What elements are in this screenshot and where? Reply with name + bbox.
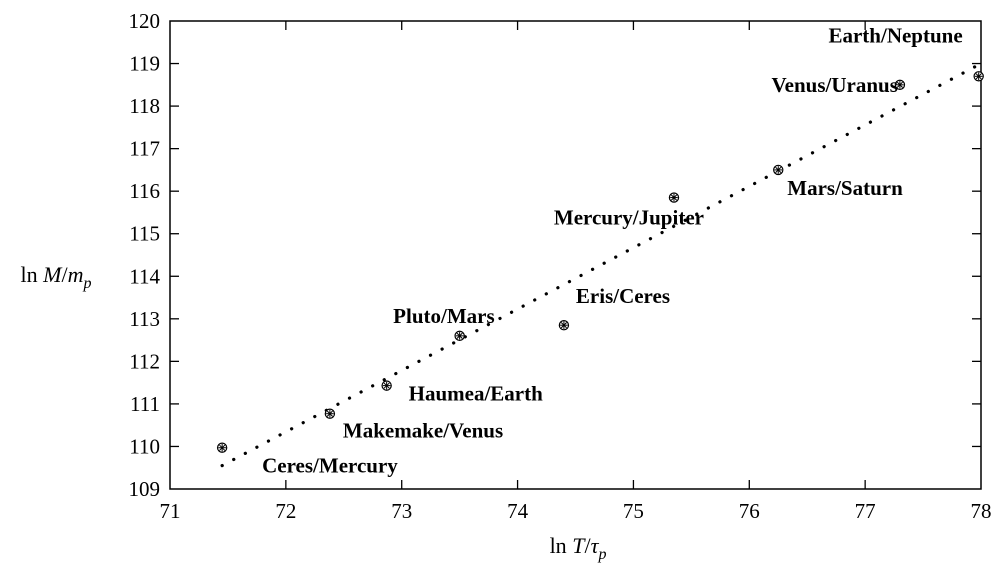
fit-line-path — [220, 61, 983, 468]
data-point — [454, 330, 465, 342]
data-point — [381, 380, 392, 391]
data-point — [773, 164, 784, 176]
point-label: Makemake/Venus — [343, 419, 503, 443]
y-tick-label: 114 — [129, 264, 160, 288]
data-points — [216, 71, 984, 453]
data-point — [973, 71, 984, 82]
point-label: Earth/Neptune — [828, 23, 962, 47]
y-tick-label: 111 — [130, 392, 160, 416]
point-label: Ceres/Mercury — [262, 454, 398, 478]
y-tick-label: 115 — [129, 222, 160, 246]
data-point — [324, 408, 336, 419]
data-point — [558, 320, 570, 331]
y-tick-label: 110 — [129, 434, 160, 458]
x-tick-label: 72 — [275, 499, 296, 523]
y-tick-label: 117 — [129, 137, 160, 161]
x-tick-label: 75 — [623, 499, 644, 523]
data-point — [216, 442, 228, 453]
plot-border — [169, 20, 982, 490]
point-label: Venus/Uranus — [771, 73, 897, 97]
data-point — [894, 79, 906, 91]
x-tick-label: 71 — [160, 499, 181, 523]
y-tick-label: 116 — [129, 179, 160, 203]
x-tick-label: 74 — [507, 499, 529, 523]
y-tick-label: 109 — [129, 477, 161, 501]
x-axis-ticks: 71 72 73 74 75 76 77 78 — [160, 21, 992, 523]
point-label: Haumea/Earth — [409, 382, 543, 406]
x-axis-label: ln T/τp — [550, 533, 607, 563]
point-label: Pluto/Mars — [393, 304, 494, 328]
point-label: Mercury/Jupiter — [554, 206, 704, 230]
point-labels: Ceres/Mercury Makemake/Venus Haumea/Earth P… — [262, 23, 963, 477]
y-tick-label: 118 — [129, 94, 160, 118]
y-tick-label: 119 — [129, 52, 160, 76]
point-label: Eris/Ceres — [576, 284, 670, 308]
fit-line — [220, 61, 983, 468]
x-tick-label: 73 — [391, 499, 412, 523]
x-tick-label: 76 — [739, 499, 760, 523]
point-label: Mars/Saturn — [787, 176, 903, 200]
data-point — [668, 192, 680, 203]
y-tick-label: 120 — [129, 9, 161, 33]
y-tick-label: 112 — [129, 349, 160, 373]
plot-frame — [169, 20, 982, 490]
x-tick-label: 78 — [971, 499, 992, 523]
y-axis-ticks: 109 110 111 112 113 114 115 116 117 118 119 120 — [129, 9, 981, 501]
y-axis-label: ln M/mp — [21, 262, 92, 292]
y-tick-label: 113 — [129, 307, 160, 331]
x-tick-label: 77 — [855, 499, 876, 523]
